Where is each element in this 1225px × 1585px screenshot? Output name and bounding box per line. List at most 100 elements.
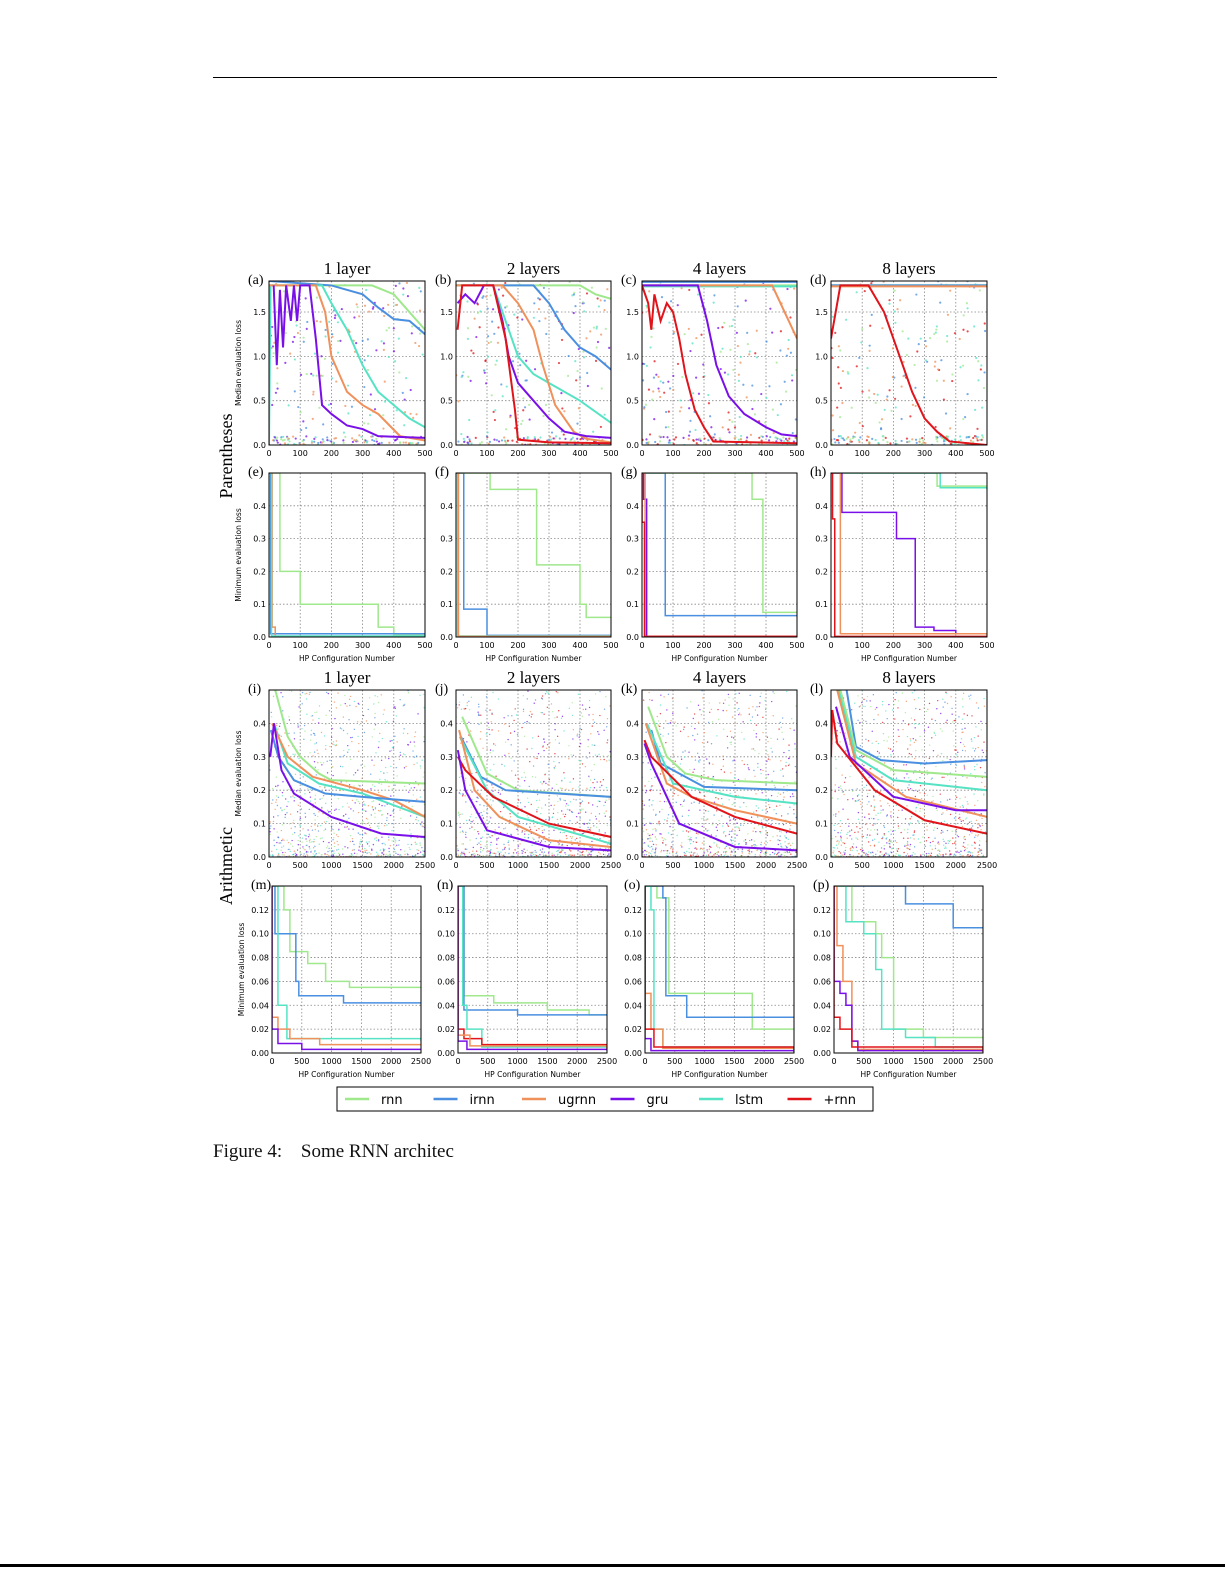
scatter-point — [672, 442, 675, 445]
scatter-point — [533, 302, 536, 305]
scatter-point — [869, 834, 871, 836]
scatter-point — [594, 754, 597, 756]
scatter-point — [388, 441, 391, 444]
scatter-point — [689, 769, 691, 771]
plot-area — [831, 281, 987, 445]
y-tick-label: 0.2 — [440, 786, 453, 795]
scatter-point — [511, 439, 514, 442]
scatter-point — [668, 852, 671, 854]
scatter-point — [731, 842, 733, 845]
scatter-point — [672, 795, 674, 798]
scatter-point — [361, 822, 363, 824]
scatter-point — [588, 828, 590, 831]
scatter-point — [596, 781, 598, 783]
scatter-point — [787, 347, 790, 350]
scatter-point — [379, 849, 382, 851]
scatter-point — [358, 846, 361, 849]
scatter-point — [668, 779, 670, 781]
scatter-point — [288, 440, 291, 443]
scatter-point — [475, 850, 478, 852]
scatter-point — [688, 823, 690, 826]
scatter-point — [480, 837, 482, 840]
scatter-point — [978, 840, 981, 842]
scatter-point — [280, 829, 283, 832]
scatter-point — [832, 846, 835, 849]
scatter-point — [907, 748, 909, 750]
scatter-point — [564, 813, 567, 816]
scatter-point — [923, 792, 926, 795]
scatter-point — [585, 850, 588, 852]
scatter-point — [894, 829, 896, 832]
scatter-point — [977, 746, 979, 749]
scatter-point — [603, 299, 606, 302]
scatter-point — [707, 818, 709, 820]
scatter-point — [793, 729, 795, 731]
scatter-point — [339, 765, 342, 768]
scatter-point — [297, 724, 299, 726]
scatter-point — [552, 812, 555, 815]
scatter-point — [379, 778, 381, 781]
scatter-point — [684, 750, 686, 752]
scatter-point — [536, 757, 538, 760]
scatter-point — [736, 822, 738, 824]
scatter-point — [676, 851, 678, 853]
scatter-point — [648, 290, 651, 293]
scatter-point — [981, 406, 984, 409]
scatter-point — [732, 760, 734, 762]
scatter-point — [730, 836, 733, 838]
scatter-point — [333, 316, 337, 320]
scatter-point — [642, 830, 645, 832]
scatter-point — [658, 824, 661, 826]
scatter-point — [513, 719, 515, 722]
scatter-point — [602, 779, 605, 781]
scatter-point — [789, 806, 791, 808]
scatter-point — [720, 854, 723, 856]
scatter-point — [649, 821, 651, 824]
scatter-point — [483, 847, 485, 850]
scatter-point — [288, 719, 291, 721]
scatter-point — [509, 732, 512, 734]
scatter-point — [329, 849, 331, 852]
plot-area — [272, 886, 421, 1053]
scatter-point — [835, 836, 837, 838]
scatter-point — [324, 802, 327, 805]
series-line-gru — [643, 743, 797, 852]
scatter-point — [875, 814, 877, 817]
scatter-point — [861, 390, 864, 393]
scatter-point — [861, 846, 863, 849]
scatter-point — [746, 763, 749, 766]
scatter-point — [382, 307, 385, 310]
scatter-point — [912, 834, 914, 836]
scatter-point — [321, 853, 323, 856]
scatter-point — [364, 847, 366, 850]
scatter-point — [935, 765, 937, 768]
scatter-point — [304, 812, 306, 815]
scatter-point — [660, 694, 662, 696]
scatter-point — [924, 359, 927, 362]
scatter-point — [974, 408, 977, 411]
scatter-point — [915, 293, 918, 296]
scatter-point — [310, 850, 312, 852]
scatter-point — [882, 732, 885, 735]
scatter-point — [945, 842, 947, 845]
scatter-point — [786, 439, 789, 442]
scatter-point — [288, 716, 290, 718]
scatter-point — [879, 790, 881, 793]
scatter-point — [484, 359, 487, 362]
scatter-point — [655, 722, 657, 725]
plot-area — [831, 690, 987, 857]
scatter-point — [527, 837, 529, 839]
scatter-point — [556, 818, 559, 821]
scatter-point — [346, 802, 349, 804]
scatter-point — [708, 761, 711, 764]
scatter-point — [383, 400, 387, 403]
scatter-point — [732, 839, 734, 842]
scatter-point — [588, 822, 590, 824]
scatter-point — [276, 367, 279, 370]
scatter-point — [696, 293, 700, 296]
y-tick-label: 0.1 — [815, 600, 828, 609]
scatter-point — [537, 806, 540, 809]
x-tick-label: 0 — [828, 861, 833, 870]
scatter-point — [577, 693, 579, 696]
